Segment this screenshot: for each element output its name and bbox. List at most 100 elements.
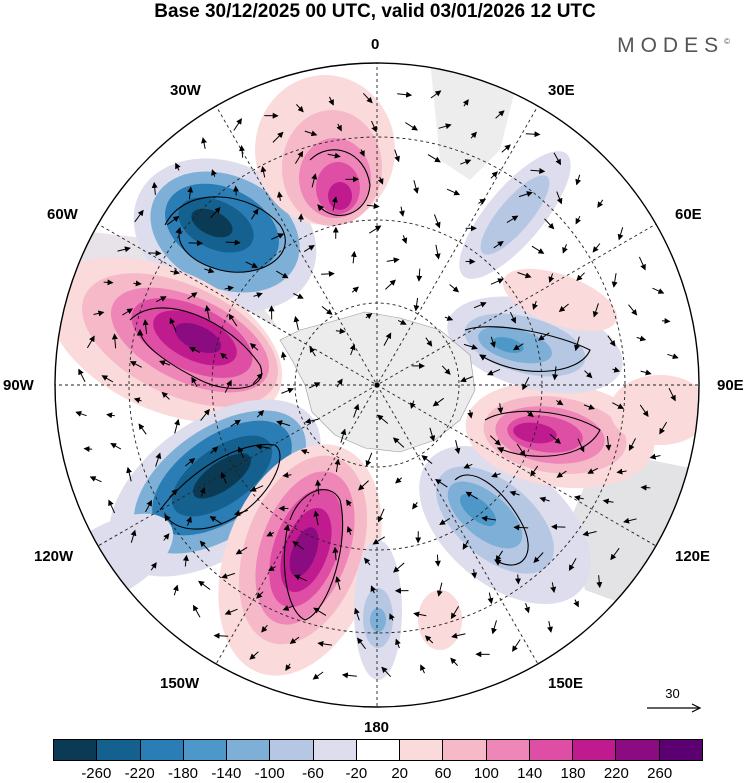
- wind-vector-243: [424, 635, 434, 644]
- wind-vector-50: [350, 250, 357, 264]
- wind-vector-63: [313, 510, 320, 526]
- wind-vector-138: [377, 176, 384, 185]
- wind-vector-158: [335, 576, 341, 590]
- wind-vector-211: [133, 280, 142, 287]
- anomaly-neg-180: [354, 540, 402, 680]
- colorbar-swatch-9: [443, 740, 487, 760]
- wind-vector-228: [592, 243, 601, 253]
- wind-vector-182: [544, 218, 555, 230]
- wind-vector-210: [122, 308, 134, 316]
- wind-vector-178: [427, 154, 441, 163]
- wind-vector-12: [308, 382, 321, 389]
- wind-vector-95: [200, 408, 210, 421]
- wind-vector-168: [155, 296, 167, 303]
- wind-vector-214: [187, 186, 194, 200]
- wind-vector-207: [106, 412, 115, 419]
- wind-vector-22: [358, 480, 369, 491]
- wind-vector-276: [597, 199, 604, 208]
- wind-vector-300: [213, 632, 229, 639]
- wind-vector-90: [292, 541, 304, 550]
- wind-vector-104: [366, 203, 380, 209]
- colorbar-tick-180: 180: [560, 765, 586, 782]
- wind-vector-51: [386, 257, 400, 264]
- brand-name: MODES: [617, 34, 725, 57]
- wind-vector-48: [293, 293, 304, 299]
- colorbar-tick--180: -180: [167, 765, 199, 782]
- wind-vector-11: [304, 418, 319, 424]
- wind-vector-97: [189, 347, 201, 353]
- wind-vector-96: [191, 376, 198, 387]
- lon-label-0: 0: [371, 36, 380, 53]
- wind-vector-262: [175, 162, 181, 171]
- colorbar-tick--20: -20: [345, 765, 368, 782]
- wind-vector-5: [383, 332, 392, 346]
- wind-vector-185: [592, 303, 599, 318]
- wind-vector-239: [550, 582, 557, 593]
- wind-vector-122: [268, 565, 276, 572]
- wind-vector-250: [198, 580, 211, 590]
- wind-vector-188: [612, 402, 625, 409]
- colorbar-swatch-13: [616, 740, 660, 760]
- colorbar-swatch-5: [270, 740, 314, 760]
- wind-vector-58: [489, 435, 501, 446]
- wind-vector-72: [276, 270, 289, 279]
- wind-vector-275: [575, 174, 582, 186]
- wind-vector-20: [421, 455, 433, 464]
- wind-vector-119: [434, 554, 441, 567]
- wind-vector-68: [224, 379, 232, 393]
- wind-vector-209: [111, 333, 118, 349]
- wind-vector-101: [271, 233, 285, 240]
- wind-vector-66: [238, 446, 245, 459]
- wind-vector-18: [441, 365, 451, 375]
- wind-vector-184: [576, 272, 585, 282]
- wind-vector-91: [266, 530, 275, 537]
- wind-vector-71: [253, 292, 263, 298]
- wind-vector-103: [331, 196, 338, 211]
- wind-vector-180: [490, 171, 498, 179]
- wind-vector-268: [362, 92, 373, 104]
- lon-label-120e: 120E: [675, 548, 711, 565]
- wind-vector-205: [126, 466, 133, 482]
- wind-vector-67: [230, 419, 241, 427]
- wind-vector-171: [210, 206, 221, 218]
- wind-vector-213: [166, 216, 180, 226]
- wind-vector-35: [460, 376, 473, 383]
- land-africa: [430, 63, 520, 180]
- wind-vector-206: [110, 443, 122, 450]
- lon-label-60w: 60W: [47, 206, 78, 223]
- wind-vector-284: [649, 453, 661, 460]
- colorbar-tick--140: -140: [211, 765, 242, 782]
- wind-vector-76: [401, 235, 408, 244]
- wind-vector-245: [356, 637, 366, 650]
- wind-vector-191: [574, 495, 584, 501]
- wind-vector-111: [538, 332, 550, 341]
- lon-label-30w: 30W: [170, 82, 201, 99]
- wind-vector-176: [359, 149, 365, 157]
- wind-vector-261: [151, 181, 158, 195]
- wind-vector-3: [336, 378, 343, 388]
- colorbar-swatch-2: [140, 740, 184, 760]
- wind-vector-204: [145, 499, 152, 513]
- wind-vector-56: [486, 368, 501, 376]
- wind-vector-163: [155, 452, 162, 467]
- wind-vector-59: [463, 463, 473, 469]
- wind-vector-181: [518, 191, 533, 198]
- wind-vector-297: [312, 671, 324, 680]
- wind-vector-165: [133, 397, 142, 404]
- wind-vector-267: [328, 96, 334, 106]
- wind-vector-61: [372, 536, 385, 545]
- south-pole-marker: [374, 382, 380, 388]
- wind-vector-109: [517, 272, 532, 279]
- reference-vector-label: 30: [665, 686, 680, 701]
- wind-vector-187: [612, 366, 621, 373]
- wind-vector-293: [450, 657, 458, 666]
- wind-vector-190: [587, 467, 599, 474]
- wind-vector-283: [659, 421, 668, 435]
- wind-vector-140: [446, 188, 461, 196]
- wind-vector-215: [211, 169, 217, 177]
- land-antarctica: [279, 311, 476, 453]
- wind-vector-287: [610, 547, 620, 561]
- wind-vector-84: [516, 443, 526, 457]
- wind-vector-227: [575, 215, 582, 225]
- wind-vector-77: [434, 244, 441, 260]
